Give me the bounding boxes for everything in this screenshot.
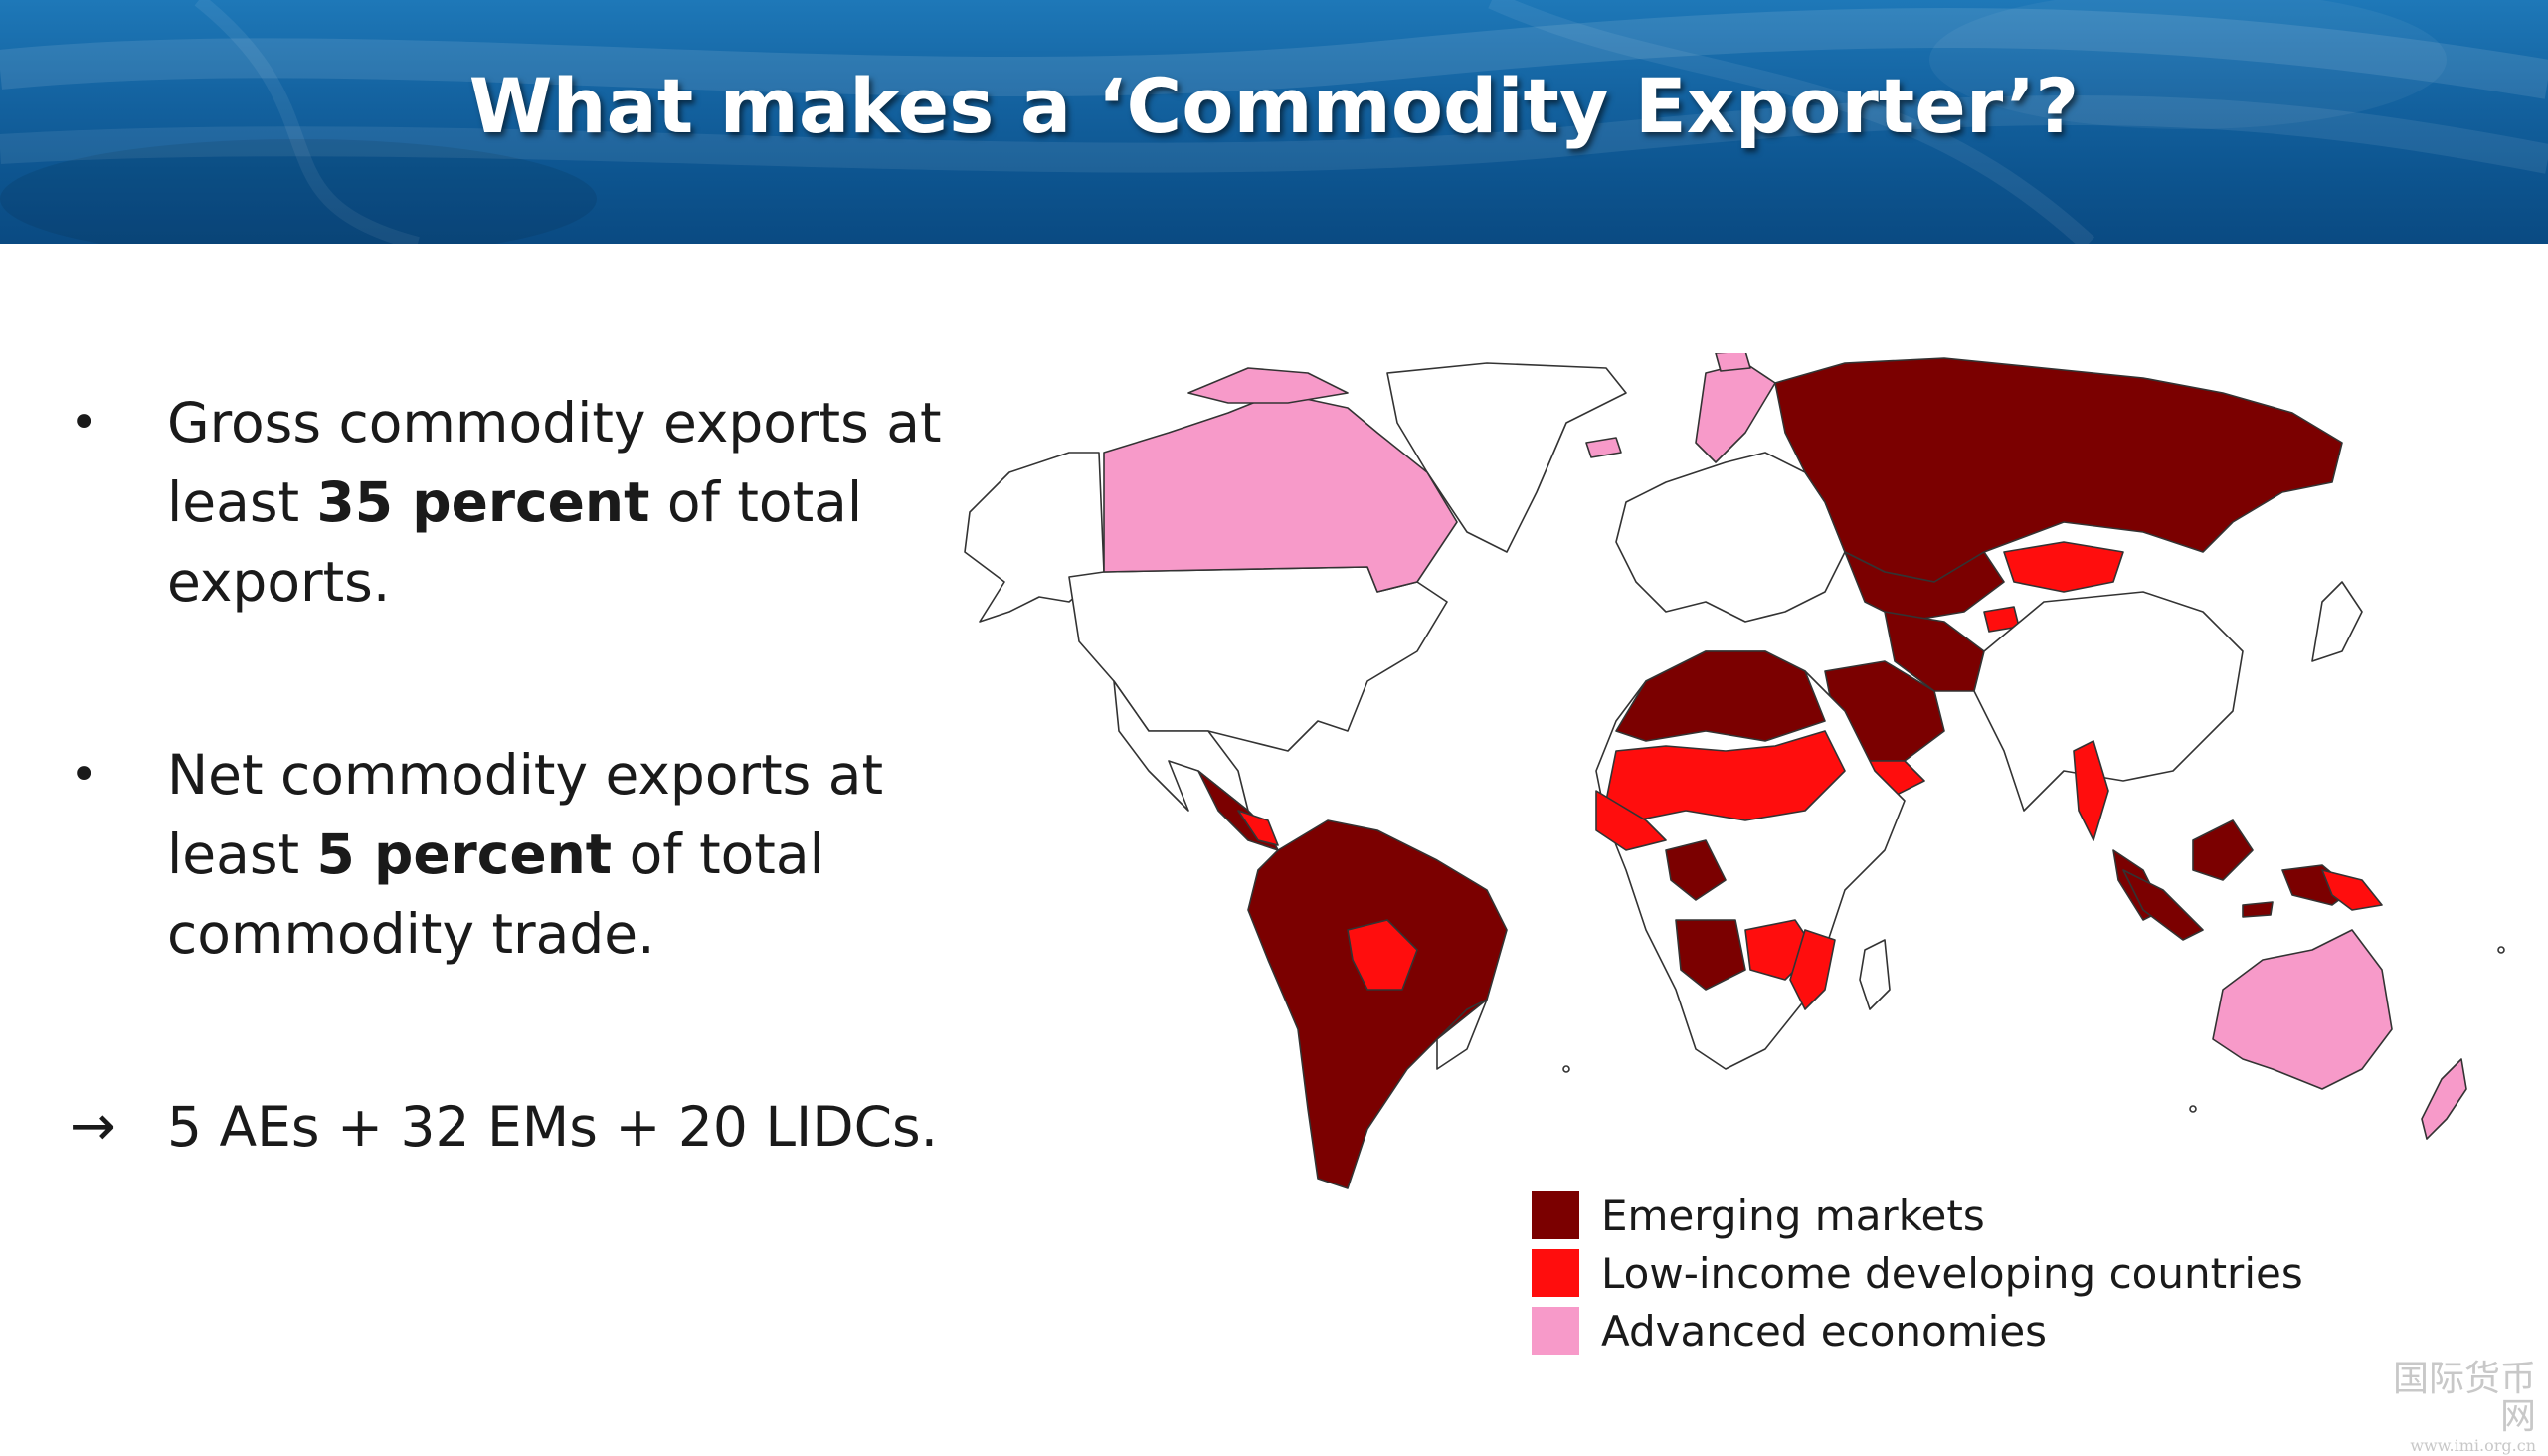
legend-item-emerging: Emerging markets [1532,1186,2303,1244]
region-sumatra [2122,869,2204,941]
region-gabon-congo [1665,839,1727,901]
region-australia [2212,929,2393,1090]
region-island [1562,1065,1570,1073]
legend-label: Advanced economies [1601,1306,2048,1356]
region-brazil-east [1436,999,1488,1070]
bullet-marker: • [70,747,98,803]
region-bolivia [1347,919,1418,991]
region-png [2321,869,2383,911]
region-angola [1675,919,1746,991]
watermark-url: www.imi.org.cn [2410,1436,2536,1455]
region-central-america-lidc [1237,810,1279,846]
region-madagascar [1859,939,1891,1010]
region-myanmar [2073,740,2109,841]
legend-swatch-emerging [1532,1191,1579,1239]
region-mongolia [2003,541,2124,593]
legend-label: Emerging markets [1601,1190,1985,1240]
region-greenland [1386,362,1627,553]
region-iceland [1585,437,1622,458]
bullet-line: 5 AEs + 32 EMs + 20 LIDCs. [167,1095,939,1159]
region-west-africa [1595,790,1667,851]
bullet-gross-exports: • Gross commodity exports at least 35 pe… [70,383,965,622]
map-legend: Emerging markets Low-income developing c… [1532,1186,2303,1360]
region-japan [2311,581,2363,662]
bullet-line: Net commodity exports at [167,743,884,807]
world-map-svg [964,350,2505,1189]
region-europe [1615,452,1846,623]
bullet-summary: → 5 AEs + 32 EMs + 20 LIDCs. [70,1087,965,1167]
title-banner: What makes a ‘Commodity Exporter’? [0,0,2548,244]
banner-decoration [0,0,2548,244]
bullet-line: least 5 percent of total [167,822,824,886]
world-map [950,350,2541,1218]
watermark-text: 国际货币网 [2392,1359,2536,1437]
region-kazakhstan [1844,551,2005,623]
bullet-line: Gross commodity exports at [167,391,942,455]
bullet-marker: • [70,395,98,451]
legend-label: Low-income developing countries [1601,1248,2303,1298]
bullet-net-exports: • Net commodity exports at least 5 perce… [70,735,965,974]
legend-item-lidc: Low-income developing countries [1532,1244,2303,1302]
bullet-list: • Gross commodity exports at least 35 pe… [70,383,965,1280]
region-norway [1695,362,1776,463]
region-mozambique [1789,929,1836,1010]
region-island [2497,946,2505,954]
watermark: 国际货币网 www.imi.org.cn [2367,1361,2536,1456]
region-svalbard [1715,350,1751,372]
arrow-icon: → [70,1094,116,1159]
region-china-india [1973,591,2244,812]
region-south-america [1247,819,1508,1189]
region-russia [1774,357,2343,583]
region-canada-arctic [1187,367,1349,404]
bullet-line: commodity trade. [167,902,655,966]
region-timor [2242,901,2274,918]
bullet-line: exports. [167,550,391,614]
region-borneo [2192,819,2254,881]
slide-title: What makes a ‘Commodity Exporter’? [468,62,2080,150]
region-canada [1103,392,1458,593]
region-north-africa [1615,650,1826,742]
legend-swatch-advanced [1532,1307,1579,1355]
bullet-line: least 35 percent of total [167,470,863,534]
region-new-zealand [2421,1058,2467,1140]
legend-swatch-lidc [1532,1249,1579,1297]
legend-item-advanced: Advanced economies [1532,1302,2303,1360]
region-island [2189,1105,2197,1113]
